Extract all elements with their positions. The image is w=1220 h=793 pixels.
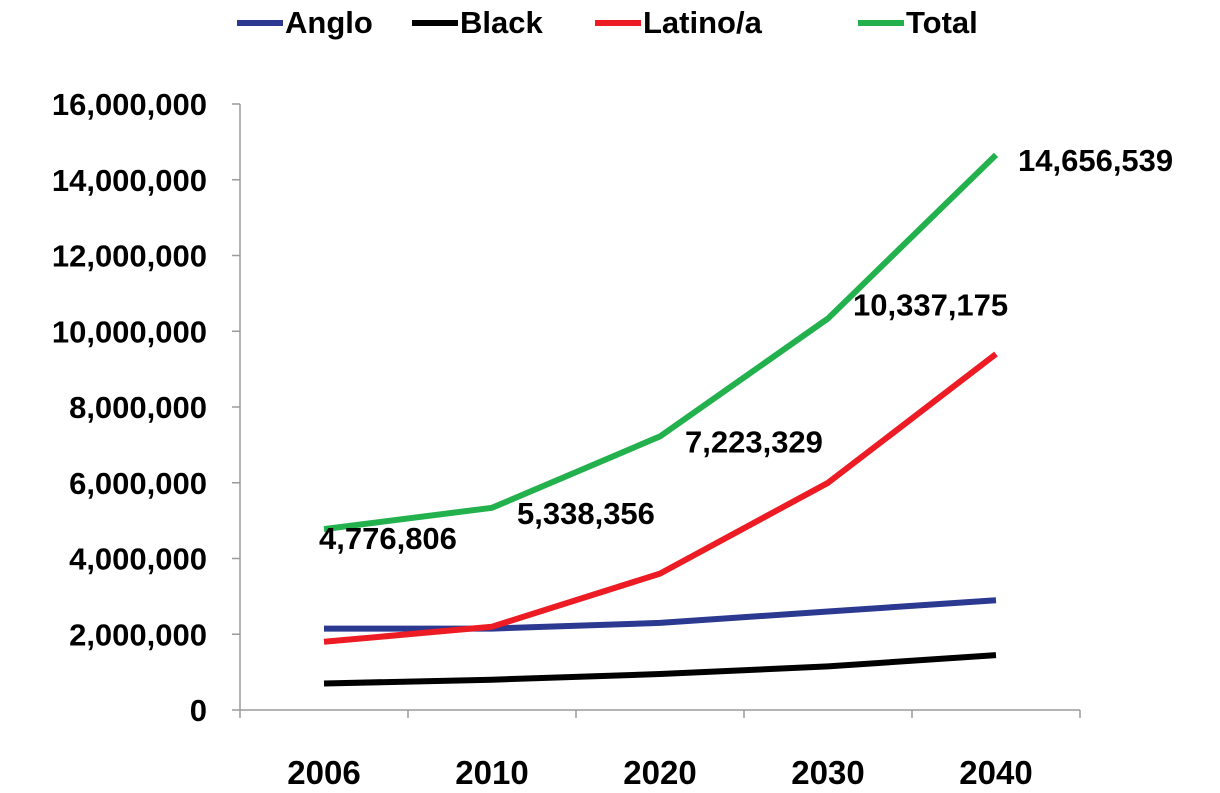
series-line-total: [323, 152, 999, 533]
data-label: 4,776,806: [319, 521, 457, 556]
x-axis: 2006 2010 2020 2030 2040: [239, 709, 1081, 791]
y-tick-label: 14,000,000: [52, 163, 207, 198]
x-tick-label: 2020: [623, 754, 696, 791]
data-label: 10,337,175: [853, 287, 1008, 322]
data-label: 7,223,329: [685, 424, 823, 459]
series-line-anglo: [324, 597, 997, 632]
y-tick-label: 12,000,000: [52, 239, 207, 274]
data-labels: 4,776,806 5,338,356 7,223,329 10,337,175 14,…: [319, 143, 1173, 556]
series-line-latino-a: [323, 351, 998, 645]
legend-label-black: Black: [460, 5, 543, 40]
y-tick-label: 6,000,000: [69, 466, 207, 501]
y-tick-label: 2,000,000: [69, 617, 207, 652]
x-tick-label: 2030: [791, 754, 864, 791]
y-tick-label: 8,000,000: [69, 390, 207, 425]
series-lines: [323, 152, 999, 687]
y-axis: 0 2,000,000 4,000,000 6,000,000 8,000,000 10,…: [52, 87, 241, 728]
y-tick-label: 4,000,000: [69, 542, 207, 577]
legend-label-total: Total: [906, 5, 978, 40]
x-tick-label: 2040: [959, 754, 1032, 791]
legend: Anglo Black Latino/a Total: [237, 5, 978, 40]
legend-label-anglo: Anglo: [285, 5, 373, 40]
x-tick-label: 2006: [287, 754, 360, 791]
data-label: 5,338,356: [517, 496, 655, 531]
x-tick-label: 2010: [455, 754, 528, 791]
y-tick-label: 0: [190, 693, 207, 728]
data-label: 14,656,539: [1018, 143, 1173, 178]
y-tick-label: 10,000,000: [52, 314, 207, 349]
legend-label-latino-a: Latino/a: [643, 5, 763, 40]
series-line-black: [323, 652, 997, 687]
y-tick-label: 16,000,000: [52, 87, 207, 122]
